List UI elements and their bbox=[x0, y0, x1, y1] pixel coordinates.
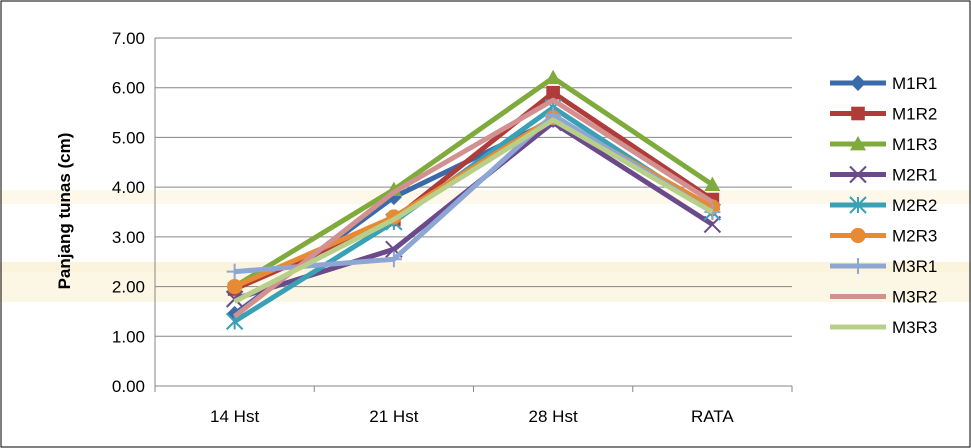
x-tick-label: 28 Hst bbox=[529, 407, 578, 426]
point-marker bbox=[704, 176, 721, 192]
y-tick-label: 5.00 bbox=[112, 128, 145, 147]
legend-label: M2R1 bbox=[892, 166, 937, 185]
watermark-stripe bbox=[0, 190, 971, 204]
legend-item-m1r3: M1R3 bbox=[830, 135, 937, 154]
y-tick-label: 6.00 bbox=[112, 79, 145, 98]
series-group bbox=[225, 69, 722, 331]
point-marker bbox=[849, 165, 867, 184]
point-marker bbox=[227, 278, 243, 295]
x-tick-label: 21 Hst bbox=[369, 407, 418, 426]
point-marker bbox=[545, 69, 562, 85]
y-tick-label: 0.00 bbox=[112, 377, 145, 396]
legend-label: M1R1 bbox=[892, 74, 937, 93]
legend-label: M3R1 bbox=[892, 257, 937, 276]
legend-item-m2r2: M2R2 bbox=[830, 196, 937, 215]
y-tick-label: 2.00 bbox=[112, 278, 145, 297]
y-axis-label: Panjang tunas (cm) bbox=[55, 133, 74, 290]
series-m3r3 bbox=[233, 117, 714, 304]
series-line bbox=[233, 105, 714, 324]
x-tick-label: RATA bbox=[691, 407, 734, 426]
legend-item-m3r2: M3R2 bbox=[830, 288, 937, 307]
marker-stroke bbox=[385, 240, 403, 258]
legend: M1R1 M1R2 M1R3 M2R1 M2R2 M2R3 M3R1 M3R2 M3R3 bbox=[830, 74, 937, 337]
series-line bbox=[233, 75, 714, 289]
point-marker bbox=[851, 106, 865, 121]
legend-item-m1r1: M1R1 bbox=[830, 74, 937, 93]
legend-label: M2R3 bbox=[892, 227, 937, 246]
x-tick-label: 14 Hst bbox=[210, 407, 259, 426]
series-m3r2 bbox=[233, 97, 714, 319]
legend-label: M1R3 bbox=[892, 135, 937, 154]
y-tick-label: 1.00 bbox=[112, 327, 145, 346]
series-line bbox=[233, 97, 714, 319]
point-marker bbox=[850, 227, 866, 244]
point-marker bbox=[226, 263, 243, 280]
point-marker bbox=[546, 85, 560, 100]
legend-label: M3R2 bbox=[892, 288, 937, 307]
legend-item-m2r1: M2R1 bbox=[830, 166, 937, 185]
point-marker bbox=[850, 75, 866, 91]
legend-label: M2R2 bbox=[892, 196, 937, 215]
legend-item-m1r2: M1R2 bbox=[830, 105, 937, 124]
legend-item-m3r3: M3R3 bbox=[830, 318, 937, 337]
y-tick-label: 3.00 bbox=[112, 228, 145, 247]
point-marker bbox=[703, 215, 722, 234]
point-marker bbox=[849, 196, 867, 214]
legend-item-m3r1: M3R1 bbox=[830, 257, 937, 276]
watermark-band-top bbox=[0, 262, 971, 272]
legend-label: M1R2 bbox=[892, 105, 937, 124]
marker-stroke bbox=[849, 165, 867, 184]
y-axis-ticks: 0.00 1.00 2.00 3.00 4.00 5.00 6.00 7.00 bbox=[112, 29, 145, 396]
legend-label: M3R3 bbox=[892, 318, 937, 337]
series-line bbox=[233, 117, 714, 304]
point-marker bbox=[385, 251, 402, 268]
marker-stroke bbox=[703, 215, 722, 234]
y-tick-label: 4.00 bbox=[112, 178, 145, 197]
legend-item-m2r3: M2R3 bbox=[830, 227, 937, 246]
point-marker bbox=[850, 258, 866, 274]
y-tick-label: 7.00 bbox=[112, 29, 145, 48]
x-axis-ticks: 14 Hst 21 Hst 28 Hst RATA bbox=[154, 386, 793, 426]
point-marker bbox=[850, 136, 866, 151]
